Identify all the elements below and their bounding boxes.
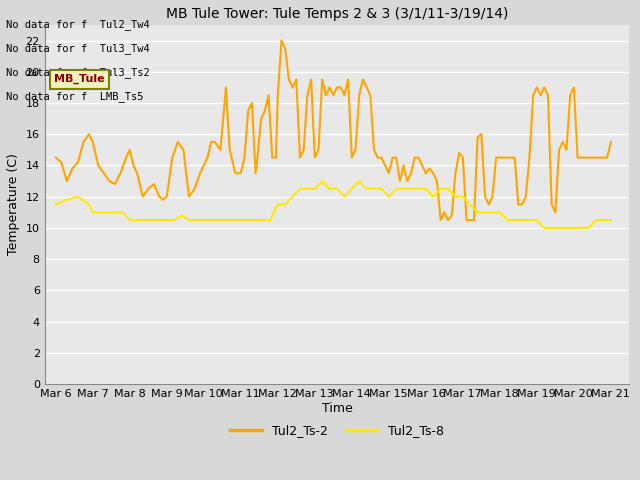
Text: No data for f  LMB_Ts5: No data for f LMB_Ts5 <box>6 91 144 102</box>
Title: MB Tule Tower: Tule Temps 2 & 3 (3/1/11-3/19/14): MB Tule Tower: Tule Temps 2 & 3 (3/1/11-… <box>166 7 508 21</box>
X-axis label: Time: Time <box>322 402 353 415</box>
Text: MB_Tule: MB_Tule <box>54 74 105 84</box>
Text: No data for f  Tul3_Ts2: No data for f Tul3_Ts2 <box>6 67 150 78</box>
Text: No data for f  Tul2_Tw4: No data for f Tul2_Tw4 <box>6 19 150 30</box>
Y-axis label: Temperature (C): Temperature (C) <box>7 154 20 255</box>
Text: No data for f  Tul3_Tw4: No data for f Tul3_Tw4 <box>6 43 150 54</box>
Legend: Tul2_Ts-2, Tul2_Ts-8: Tul2_Ts-2, Tul2_Ts-8 <box>225 420 449 443</box>
